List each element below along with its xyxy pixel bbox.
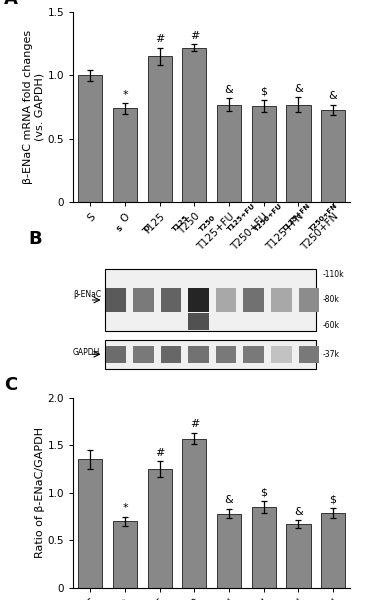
Bar <box>147 469 172 588</box>
Text: A: A <box>4 0 18 8</box>
Bar <box>147 56 172 202</box>
Bar <box>243 288 264 312</box>
Y-axis label: Ratio of β-ENaC/GAPDH: Ratio of β-ENaC/GAPDH <box>35 427 45 558</box>
Text: -80k: -80k <box>323 295 339 304</box>
Text: &: & <box>329 91 337 101</box>
Text: T125+FN: T125+FN <box>281 202 312 233</box>
Text: T250: T250 <box>199 214 217 233</box>
Bar <box>161 288 181 312</box>
Text: $: $ <box>260 488 267 497</box>
Bar <box>106 346 126 363</box>
Text: #: # <box>155 34 164 44</box>
Bar <box>251 507 276 588</box>
Text: $: $ <box>260 86 267 97</box>
Text: T125+FU: T125+FU <box>226 202 257 233</box>
Bar <box>188 346 209 363</box>
Text: #: # <box>190 31 199 41</box>
Bar <box>78 460 103 588</box>
Text: *: * <box>122 90 128 100</box>
Bar <box>299 346 319 363</box>
Bar <box>182 439 207 588</box>
Bar <box>286 524 311 588</box>
Text: T125: T125 <box>171 214 190 233</box>
Bar <box>271 288 292 312</box>
Bar <box>133 288 154 312</box>
Bar <box>106 288 126 312</box>
Text: GAPDH: GAPDH <box>73 349 100 358</box>
Bar <box>286 104 311 202</box>
Bar <box>216 346 237 363</box>
Bar <box>217 514 241 588</box>
Text: -110k: -110k <box>323 271 344 280</box>
Text: &: & <box>294 506 303 517</box>
Text: S: S <box>116 225 124 233</box>
Bar <box>217 104 241 202</box>
Bar <box>188 288 209 312</box>
Bar <box>113 109 137 202</box>
Bar <box>216 288 237 312</box>
Bar <box>299 288 319 312</box>
Text: -60k: -60k <box>323 320 340 329</box>
Bar <box>321 513 345 588</box>
Text: T250+FN: T250+FN <box>309 202 339 233</box>
Text: $: $ <box>330 494 337 504</box>
Text: -37k: -37k <box>323 350 340 359</box>
Text: &: & <box>225 85 233 95</box>
Text: &: & <box>225 495 233 505</box>
Bar <box>321 110 345 202</box>
Bar <box>182 47 207 202</box>
Bar <box>251 106 276 202</box>
Text: C: C <box>4 376 17 394</box>
Text: β-ENaC: β-ENaC <box>73 290 101 299</box>
Bar <box>105 340 316 368</box>
Bar <box>78 76 103 202</box>
Text: *: * <box>122 503 128 513</box>
Bar <box>113 521 137 588</box>
Text: #: # <box>155 448 164 458</box>
Y-axis label: β-ENaC mRNA fold changes
(vs. GAPDH): β-ENaC mRNA fold changes (vs. GAPDH) <box>23 30 45 184</box>
Text: B: B <box>28 230 42 248</box>
Bar <box>161 346 181 363</box>
Text: #: # <box>190 419 199 429</box>
Text: &: & <box>294 84 303 94</box>
Text: T250+FU: T250+FU <box>254 202 284 233</box>
Bar <box>105 269 316 331</box>
Bar <box>271 346 292 363</box>
Bar <box>188 313 209 330</box>
Bar <box>133 346 154 363</box>
Bar <box>243 346 264 363</box>
Text: O: O <box>143 224 152 233</box>
